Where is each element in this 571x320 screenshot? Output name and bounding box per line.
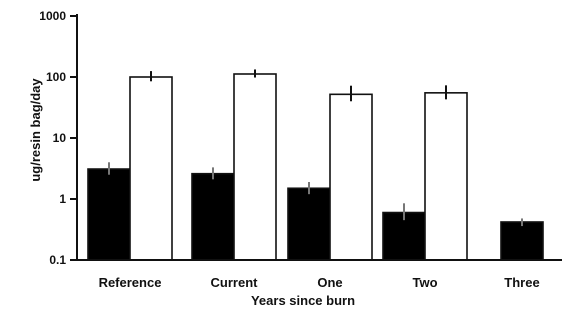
bars <box>87 73 544 261</box>
bar-white-two <box>424 92 468 261</box>
y-tick-label: 1000 <box>39 9 66 23</box>
category-label-one: One <box>317 275 342 290</box>
error-bars <box>108 69 523 227</box>
bar-white-one <box>329 93 373 261</box>
category-label-current: Current <box>211 275 259 290</box>
y-tick-label: 100 <box>46 70 66 84</box>
bar-black-reference <box>87 168 131 261</box>
y-axis-title: ug/resin bag/day <box>28 78 43 182</box>
bar-white-reference <box>129 76 173 261</box>
category-label-three: Three <box>504 275 539 290</box>
bar-black-three <box>500 221 544 261</box>
y-axis-ticks: 0.1 1 10 100 1000 <box>39 9 77 267</box>
category-labels: Reference Current One Two Three <box>99 275 540 290</box>
bar-white-current <box>233 73 277 261</box>
y-tick-label: 10 <box>53 131 67 145</box>
bar-black-current <box>191 172 235 261</box>
y-tick-label: 0.1 <box>49 253 66 267</box>
category-label-two: Two <box>412 275 437 290</box>
y-tick-label: 1 <box>59 192 66 206</box>
category-label-reference: Reference <box>99 275 162 290</box>
bar-black-one <box>287 187 331 261</box>
x-axis-title: Years since burn <box>251 293 355 308</box>
